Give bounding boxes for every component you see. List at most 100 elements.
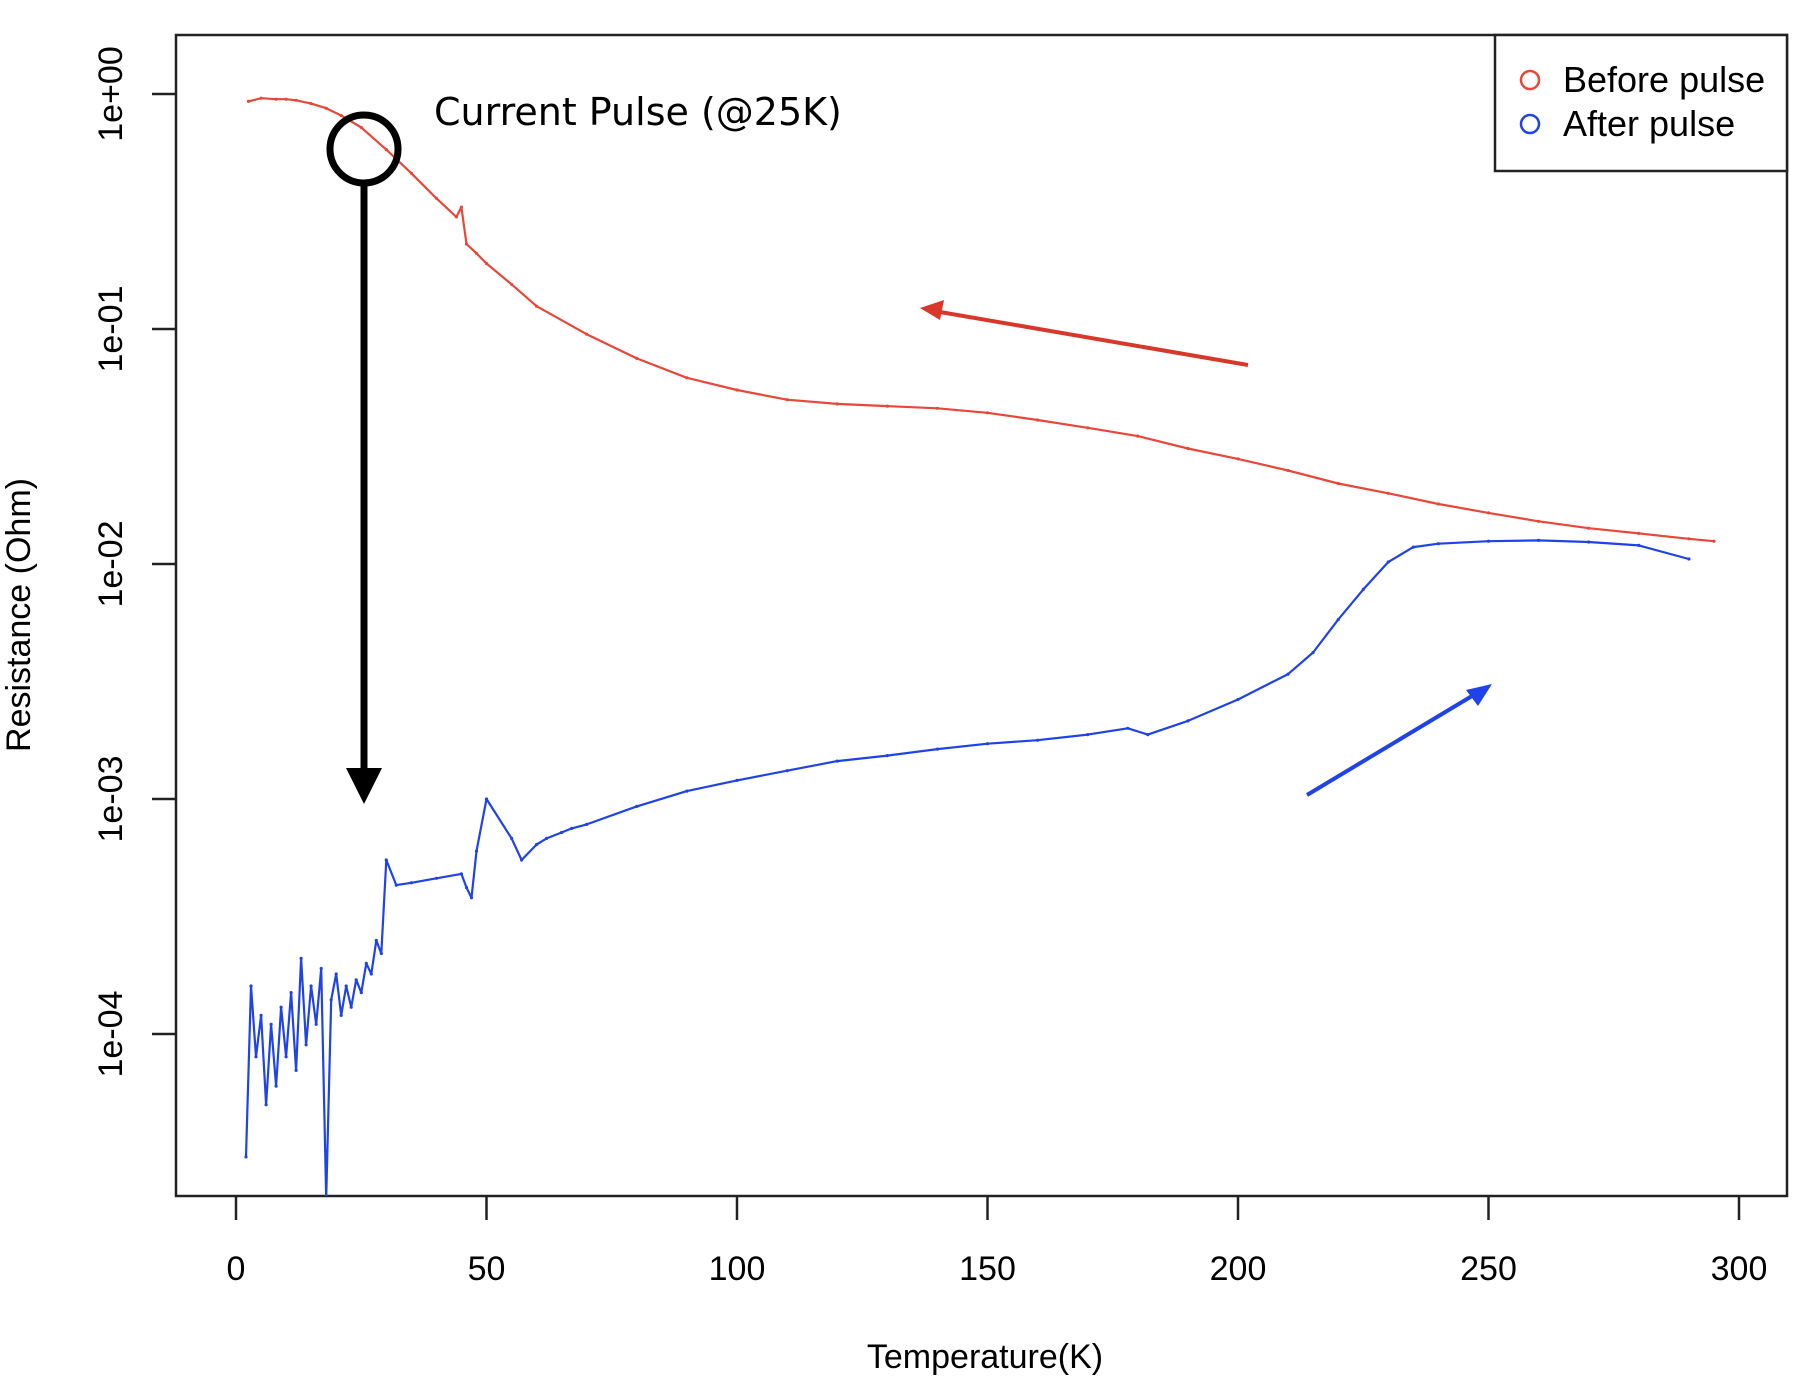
pulse-arrow-head <box>346 768 382 804</box>
data-point-after <box>1411 545 1415 549</box>
data-point-before <box>535 304 539 308</box>
data-point-after <box>1311 650 1315 655</box>
legend-label-before: Before pulse <box>1563 59 1765 100</box>
data-point-before <box>1386 491 1390 495</box>
data-point-after <box>1537 538 1541 543</box>
data-point-after <box>269 1022 273 1026</box>
x-tick-label-200: 200 <box>1210 1250 1267 1288</box>
data-point-before <box>785 398 789 402</box>
plot-frame <box>174 33 1789 1198</box>
series-layer <box>244 96 1716 1196</box>
data-point-after <box>299 956 303 960</box>
data-point-after <box>1361 587 1365 592</box>
data-point-before <box>1436 502 1440 506</box>
data-point-after <box>785 769 789 773</box>
data-point-before <box>454 215 458 219</box>
legend-label-after: After pulse <box>1563 103 1735 144</box>
data-point-before <box>1486 511 1491 515</box>
cooling-direction-arrowhead <box>920 300 944 320</box>
x-axis: 0 50 100 150 200 250 300 <box>227 1196 1768 1288</box>
legend-item-after: After pulse <box>1519 103 1735 144</box>
data-point-before <box>885 404 889 408</box>
data-point-before <box>1036 418 1040 422</box>
legend: Before pulse After pulse <box>1493 33 1789 173</box>
y-axis-title: Resistance (Ohm) <box>0 478 38 752</box>
data-point-before <box>309 102 313 106</box>
data-point-before <box>935 406 940 410</box>
data-point-before <box>434 196 438 200</box>
data-point-after <box>394 883 398 887</box>
data-point-before <box>1186 446 1190 451</box>
data-point-before <box>1687 537 1691 541</box>
data-point-after <box>344 984 348 988</box>
legend-item-before: Before pulse <box>1519 59 1765 100</box>
y-tick-label-3: 1e-03 <box>92 756 130 843</box>
data-point-before <box>510 282 514 286</box>
data-point-after <box>985 742 990 746</box>
data-point-before <box>985 411 990 415</box>
data-point-after <box>635 804 639 809</box>
data-point-after <box>560 830 564 835</box>
data-point-after <box>1587 540 1591 544</box>
data-point-after <box>835 759 839 763</box>
data-point-before <box>1537 519 1541 523</box>
data-point-after <box>304 1043 308 1047</box>
data-point-after <box>254 1055 258 1059</box>
data-point-after <box>1336 618 1340 622</box>
data-point-before <box>635 356 639 360</box>
data-point-after <box>359 991 363 995</box>
data-point-after <box>319 966 323 971</box>
x-tick-label-50: 50 <box>468 1250 506 1288</box>
data-point-after <box>354 978 358 982</box>
data-point-after <box>735 778 739 783</box>
data-point-after <box>1436 542 1440 546</box>
x-tick-label-300: 300 <box>1711 1250 1768 1288</box>
data-point-before <box>459 205 463 209</box>
data-point-after <box>935 747 940 751</box>
data-point-after <box>309 984 313 988</box>
data-point-after <box>520 858 524 862</box>
data-point-before <box>246 99 251 103</box>
data-point-after <box>1286 672 1290 676</box>
data-point-before <box>409 171 413 175</box>
data-point-before <box>1336 481 1340 486</box>
data-point-after <box>259 1013 263 1018</box>
data-point-after <box>409 881 413 885</box>
data-point-before <box>464 242 469 246</box>
legend-marker-after <box>1519 113 1541 135</box>
data-point-after <box>1186 719 1190 723</box>
data-point-after <box>1126 726 1130 730</box>
x-tick-label-0: 0 <box>227 1250 246 1288</box>
data-point-after <box>1236 697 1240 702</box>
data-point-before <box>1712 539 1716 543</box>
data-point-after <box>329 998 333 1002</box>
x-tick-label-150: 150 <box>959 1250 1016 1288</box>
data-point-before <box>339 113 343 118</box>
data-point-after <box>294 1068 298 1072</box>
data-point-after <box>249 984 253 988</box>
data-point-before <box>1086 426 1090 430</box>
pulse-annotation-label: Current Pulse (@25K) <box>434 90 842 134</box>
y-tick-label-4: 1e-04 <box>92 991 130 1078</box>
data-point-before <box>1286 468 1290 473</box>
data-point-before <box>585 332 589 336</box>
data-point-before <box>474 251 479 255</box>
data-point-after <box>459 872 463 876</box>
data-point-after <box>1386 560 1390 564</box>
warming-direction-arrow <box>1305 691 1479 797</box>
data-point-after <box>469 896 474 900</box>
cooling-direction-arrow <box>939 310 1249 367</box>
data-point-after <box>364 961 368 965</box>
data-point-before <box>1587 526 1591 530</box>
data-point-after <box>1146 733 1150 737</box>
data-point-after <box>289 991 293 995</box>
data-point-after <box>474 849 479 853</box>
data-point-after <box>885 754 889 758</box>
data-point-before <box>735 388 739 392</box>
data-point-before <box>384 148 388 152</box>
data-point-before <box>274 97 278 101</box>
data-point-after <box>685 789 689 793</box>
data-point-after <box>1637 543 1641 548</box>
data-point-after <box>1036 738 1040 742</box>
data-point-after <box>585 822 589 827</box>
